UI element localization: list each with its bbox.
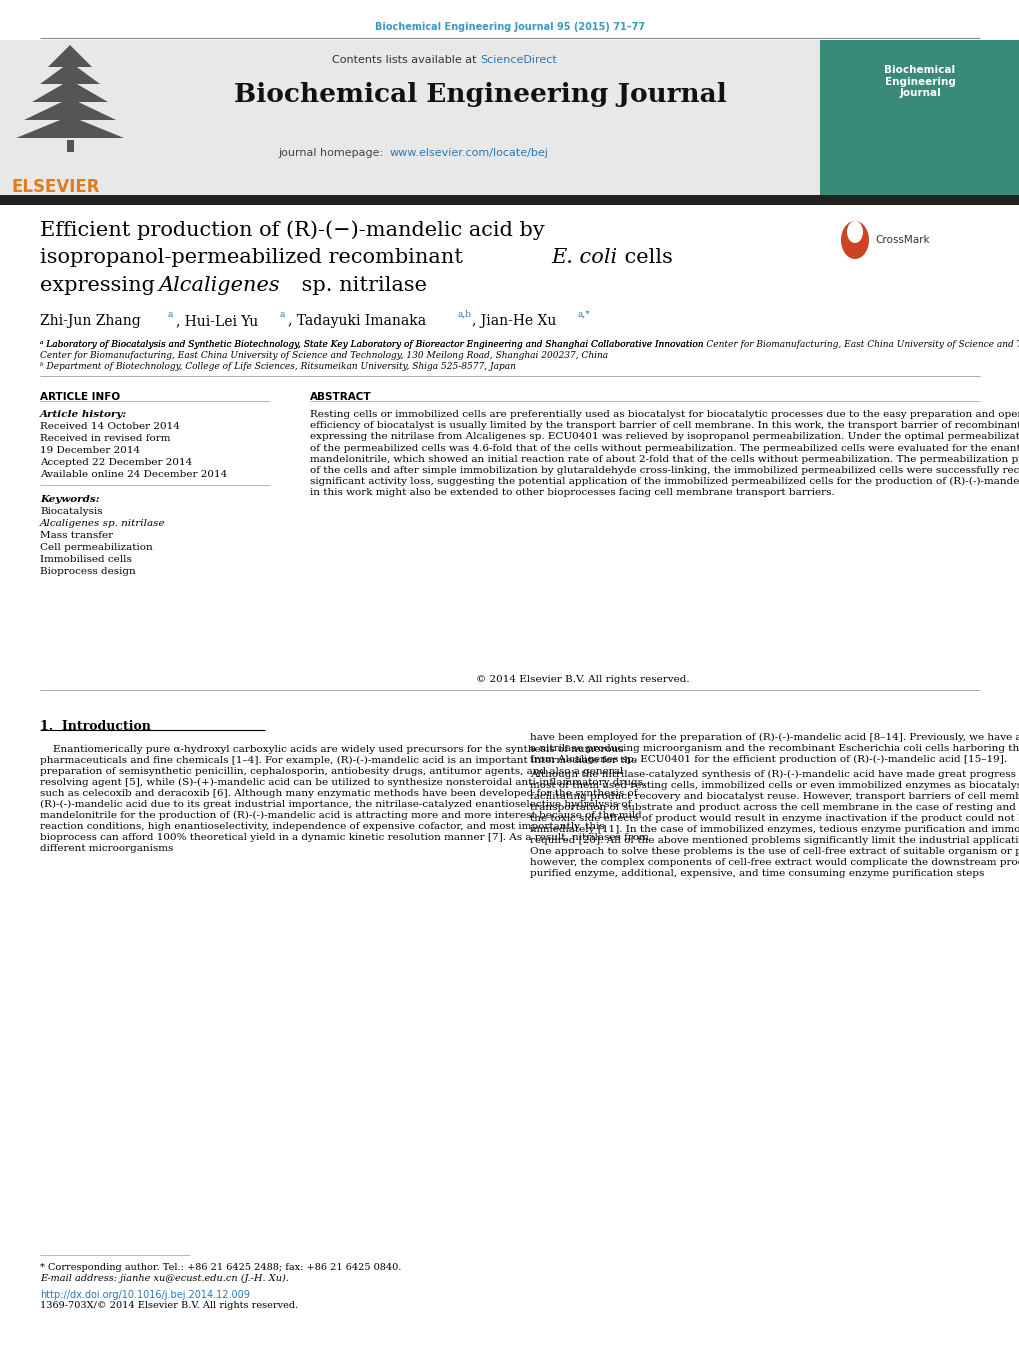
Text: Resting cells or immobilized cells are preferentially used as biocatalyst for bi: Resting cells or immobilized cells are p… — [310, 409, 1019, 419]
Text: E. coli: E. coli — [550, 249, 616, 267]
Text: bioprocess can afford 100% theoretical yield in a dynamic kinetic resolution man: bioprocess can afford 100% theoretical y… — [40, 834, 648, 842]
Text: a,*: a,* — [578, 309, 590, 319]
Text: Efficient production of (R)-(−)-mandelic acid by: Efficient production of (R)-(−)-mandelic… — [40, 220, 544, 239]
Text: Center for Biomanufacturing, East China University of Science and Technology, 13: Center for Biomanufacturing, East China … — [40, 351, 607, 359]
Text: from Alcaligenes sp. ECU0401 for the efficient production of (R)-(-)-mandelic ac: from Alcaligenes sp. ECU0401 for the eff… — [530, 755, 1006, 765]
Text: a: a — [168, 309, 173, 319]
Bar — [0, 195, 1019, 205]
Text: Keywords:: Keywords: — [40, 494, 100, 504]
Text: Received 14 October 2014: Received 14 October 2014 — [40, 422, 179, 431]
Text: © 2014 Elsevier B.V. All rights reserved.: © 2014 Elsevier B.V. All rights reserved… — [476, 676, 689, 684]
Text: Cell permeabilization: Cell permeabilization — [40, 543, 153, 553]
Text: Biochemical Engineering Journal 95 (2015) 71–77: Biochemical Engineering Journal 95 (2015… — [375, 22, 644, 32]
Text: , Tadayuki Imanaka: , Tadayuki Imanaka — [287, 313, 426, 328]
Polygon shape — [24, 99, 116, 120]
Text: Alcaligenes sp. nitrilase: Alcaligenes sp. nitrilase — [40, 519, 165, 528]
Text: 1.  Introduction: 1. Introduction — [40, 720, 151, 734]
Polygon shape — [40, 62, 100, 84]
Text: however, the complex components of cell-free extract would complicate the downst: however, the complex components of cell-… — [530, 858, 1019, 867]
Text: purified enzyme, additional, expensive, and time consuming enzyme purification s: purified enzyme, additional, expensive, … — [530, 869, 983, 878]
Text: ᵃ Laboratory of Biocatalysis and Synthetic Biotechnology, State Key Laboratory o: ᵃ Laboratory of Biocatalysis and Synthet… — [40, 340, 703, 349]
Polygon shape — [48, 45, 92, 68]
Text: ᵃ Laboratory of Biocatalysis and Synthetic Biotechnology, State Key Laboratory o: ᵃ Laboratory of Biocatalysis and Synthet… — [40, 340, 1019, 349]
Text: E-mail address: jianhe xu@ecust.edu.cn (J.-H. Xu).: E-mail address: jianhe xu@ecust.edu.cn (… — [40, 1274, 288, 1283]
Text: resolving agent [5], while (S)-(+)-mandelic acid can be utilized to synthesize n: resolving agent [5], while (S)-(+)-mande… — [40, 778, 646, 788]
Text: in this work might also be extended to other bioprocesses facing cell membrane t: in this work might also be extended to o… — [310, 489, 834, 497]
Text: Immobilised cells: Immobilised cells — [40, 555, 131, 563]
Text: reaction conditions, high enantioselectivity, independence of expensive cofactor: reaction conditions, high enantioselecti… — [40, 821, 604, 831]
Bar — [819, 41, 1019, 195]
Text: ScienceDirect: ScienceDirect — [480, 55, 556, 65]
Text: the toxic side effects of product would result in enzyme inactivation if the pro: the toxic side effects of product would … — [530, 815, 1019, 823]
Polygon shape — [16, 116, 124, 138]
Text: 1369-703X/© 2014 Elsevier B.V. All rights reserved.: 1369-703X/© 2014 Elsevier B.V. All right… — [40, 1301, 298, 1310]
Text: such as celecoxib and deracoxib [6]. Although many enzymatic methods have been d: such as celecoxib and deracoxib [6]. Alt… — [40, 789, 637, 798]
Text: isopropanol-permeabilized recombinant: isopropanol-permeabilized recombinant — [40, 249, 469, 267]
Text: One approach to solve these problems is the use of cell-free extract of suitable: One approach to solve these problems is … — [530, 847, 1019, 857]
Text: Available online 24 December 2014: Available online 24 December 2014 — [40, 470, 227, 480]
Text: immediately [11]. In the case of immobilized enzymes, tedious enzyme purificatio: immediately [11]. In the case of immobil… — [530, 825, 1019, 834]
Text: expressing: expressing — [40, 276, 161, 295]
Text: Biochemical Engineering Journal: Biochemical Engineering Journal — [233, 82, 726, 107]
Text: Although the nitrilase-catalyzed synthesis of (R)-(-)-mandelic acid have made gr: Although the nitrilase-catalyzed synthes… — [530, 770, 1019, 780]
Text: www.elsevier.com/locate/bej: www.elsevier.com/locate/bej — [389, 149, 548, 158]
Text: a,b: a,b — [458, 309, 472, 319]
Text: have been employed for the preparation of (R)-(-)-mandelic acid [8–14]. Previous: have been employed for the preparation o… — [530, 734, 1019, 742]
Text: Zhi-Jun Zhang: Zhi-Jun Zhang — [40, 313, 141, 328]
Text: Biocatalysis: Biocatalysis — [40, 507, 103, 516]
Text: Bioprocess design: Bioprocess design — [40, 567, 136, 576]
Text: Received in revised form: Received in revised form — [40, 434, 170, 443]
Text: * Corresponding author. Tel.: +86 21 6425 2488; fax: +86 21 6425 0840.: * Corresponding author. Tel.: +86 21 642… — [40, 1263, 401, 1273]
Text: http://dx.doi.org/10.1016/j.bej.2014.12.009: http://dx.doi.org/10.1016/j.bej.2014.12.… — [40, 1290, 250, 1300]
Text: 19 December 2014: 19 December 2014 — [40, 446, 140, 455]
Ellipse shape — [841, 222, 868, 259]
Text: of the cells and after simple immobilization by glutaraldehyde cross-linking, th: of the cells and after simple immobiliza… — [310, 466, 1019, 476]
Text: a: a — [280, 309, 285, 319]
Text: Accepted 22 December 2014: Accepted 22 December 2014 — [40, 458, 192, 467]
Ellipse shape — [846, 222, 862, 243]
Text: efficiency of biocatalyst is usually limited by the transport barrier of cell me: efficiency of biocatalyst is usually lim… — [310, 422, 1019, 430]
Text: , Jian-He Xu: , Jian-He Xu — [472, 313, 555, 328]
Bar — [0, 41, 1019, 195]
Text: mandelonitrile for the production of (R)-(-)-mandelic acid is attracting more an: mandelonitrile for the production of (R)… — [40, 811, 641, 820]
Bar — [0, 41, 140, 195]
Text: Mass transfer: Mass transfer — [40, 531, 113, 540]
Text: of the permeabilized cells was 4.6-fold that of the cells without permeabilizati: of the permeabilized cells was 4.6-fold … — [310, 443, 1019, 453]
Text: a nitrilase producing microorganism and the recombinant Escherichia coli cells h: a nitrilase producing microorganism and … — [530, 744, 1019, 753]
Text: mandelonitrile, which showed an initial reaction rate of about 2-fold that of th: mandelonitrile, which showed an initial … — [310, 455, 1019, 463]
Text: ᵇ Department of Biotechnology, College of Life Sciences, Ritsumeikan University,: ᵇ Department of Biotechnology, College o… — [40, 362, 516, 372]
Text: most of them used resting cells, immobilized cells or even immobilized enzymes a: most of them used resting cells, immobil… — [530, 781, 1019, 790]
Text: pharmaceuticals and fine chemicals [1–4]. For example, (R)-(-)-mandelic acid is : pharmaceuticals and fine chemicals [1–4]… — [40, 757, 637, 765]
Text: ABSTRACT: ABSTRACT — [310, 392, 371, 403]
Text: Alcaligenes: Alcaligenes — [159, 276, 280, 295]
Text: required [20]. All of the above mentioned problems significantly limit the indus: required [20]. All of the above mentione… — [530, 836, 1019, 844]
Text: Article history:: Article history: — [40, 409, 127, 419]
Text: sp. nitrilase: sp. nitrilase — [294, 276, 427, 295]
Text: , Hui-Lei Yu: , Hui-Lei Yu — [176, 313, 258, 328]
Text: ELSEVIER: ELSEVIER — [12, 178, 101, 196]
Text: cells: cells — [618, 249, 673, 267]
Text: Enantiomerically pure α-hydroxyl carboxylic acids are widely used precursors for: Enantiomerically pure α-hydroxyl carboxy… — [40, 744, 623, 754]
Text: facilitating product recovery and biocatalyst reuse. However, transport barriers: facilitating product recovery and biocat… — [530, 792, 1019, 801]
Text: CrossMark: CrossMark — [874, 235, 928, 245]
Text: transportation of substrate and product across the cell membrane in the case of : transportation of substrate and product … — [530, 802, 1019, 812]
Text: (R)-(-)-mandelic acid due to its great industrial importance, the nitrilase-cata: (R)-(-)-mandelic acid due to its great i… — [40, 800, 631, 809]
Text: Biochemical
Engineering
Journal: Biochemical Engineering Journal — [883, 65, 955, 99]
Text: ARTICLE INFO: ARTICLE INFO — [40, 392, 120, 403]
Polygon shape — [32, 80, 108, 101]
Text: expressing the nitrilase from Alcaligenes sp. ECU0401 was relieved by isopropano: expressing the nitrilase from Alcaligene… — [310, 432, 1019, 442]
Text: journal homepage:: journal homepage: — [277, 149, 389, 158]
Text: Contents lists available at: Contents lists available at — [331, 55, 480, 65]
Text: preparation of semisynthetic penicillin, cephalosporin, antiobesity drugs, antit: preparation of semisynthetic penicillin,… — [40, 767, 623, 775]
Bar — [67, 141, 74, 153]
Text: different microorganisms: different microorganisms — [40, 844, 173, 852]
Text: significant activity loss, suggesting the potential application of the immobiliz: significant activity loss, suggesting th… — [310, 477, 1019, 486]
